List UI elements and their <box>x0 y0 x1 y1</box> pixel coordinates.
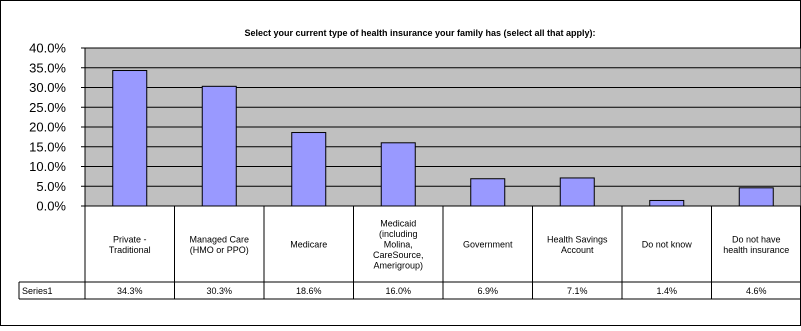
x-category-label: Do not have health insurance <box>723 234 789 255</box>
bar <box>738 187 774 207</box>
x-category-label: Managed Care (HMO or PPO) <box>189 234 249 255</box>
data-value-label: 34.3% <box>117 286 143 296</box>
bar <box>112 70 148 207</box>
bar <box>649 199 685 207</box>
y-tick-label: 10.0% <box>29 159 66 174</box>
bar <box>380 142 416 207</box>
bars <box>112 70 774 207</box>
data-table: Private -Traditional Managed Care (HMO or … <box>18 205 801 300</box>
bar <box>291 132 327 207</box>
y-tick-label: 40.0% <box>29 41 66 56</box>
bar <box>470 178 506 207</box>
series-name-label: Series1 <box>22 286 53 296</box>
data-value-label: 18.6% <box>296 286 322 296</box>
x-category-label: Medicare <box>290 240 327 250</box>
data-value-label: 1.4% <box>656 286 677 296</box>
y-tick-label: 30.0% <box>29 80 66 95</box>
x-category-label: Health Savings Account <box>547 234 608 255</box>
x-category-label: Government <box>463 240 513 250</box>
y-tick-label: 0.0% <box>36 199 66 214</box>
data-value-label: 7.1% <box>567 286 588 296</box>
y-tick-label: 20.0% <box>29 120 66 135</box>
y-tick-label: 5.0% <box>36 179 66 194</box>
x-category-label: Medicaid (including Molina, CareSource, Amer… <box>373 219 424 271</box>
x-category-label: Do not know <box>642 240 693 250</box>
chart-title: Select your current type of health insur… <box>244 28 595 38</box>
bar <box>201 85 237 207</box>
data-value-label: 4.6% <box>746 286 767 296</box>
y-axis: 40.0% 35.0% 30.0% 25.0% 20.0% 15.0% 10.0% 5.0% 0… <box>29 41 85 214</box>
data-value-label: 30.3% <box>206 286 232 296</box>
data-value-label: 16.0% <box>385 286 411 296</box>
y-tick-label: 25.0% <box>29 100 66 115</box>
y-tick-label: 15.0% <box>29 139 66 154</box>
data-value-label: 6.9% <box>477 286 498 296</box>
y-tick-label: 35.0% <box>29 60 66 75</box>
bar <box>559 177 595 207</box>
x-category-label: Private -Traditional <box>109 234 151 255</box>
